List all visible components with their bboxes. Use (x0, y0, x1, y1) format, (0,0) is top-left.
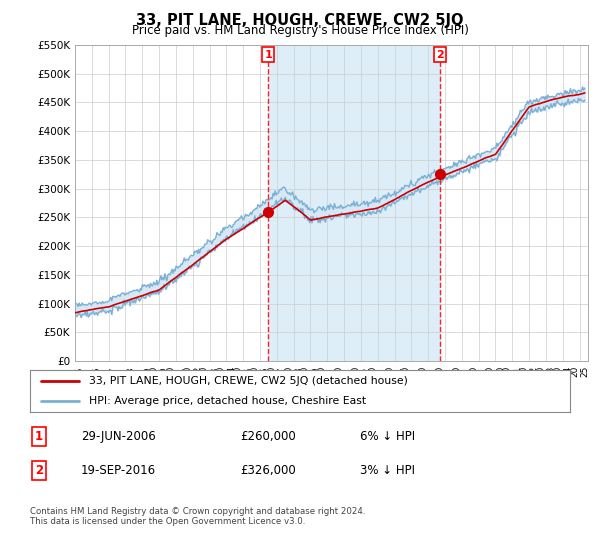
Text: Price paid vs. HM Land Registry's House Price Index (HPI): Price paid vs. HM Land Registry's House … (131, 24, 469, 36)
Bar (268, 45, 440, 361)
Text: 29-JUN-2006: 29-JUN-2006 (81, 430, 156, 444)
Text: 1: 1 (35, 430, 43, 444)
Text: 33, PIT LANE, HOUGH, CREWE, CW2 5JQ (detached house): 33, PIT LANE, HOUGH, CREWE, CW2 5JQ (det… (89, 376, 408, 386)
Text: 19-SEP-2016: 19-SEP-2016 (81, 464, 156, 477)
Text: 6% ↓ HPI: 6% ↓ HPI (360, 430, 415, 444)
Text: 3% ↓ HPI: 3% ↓ HPI (360, 464, 415, 477)
Text: HPI: Average price, detached house, Cheshire East: HPI: Average price, detached house, Ches… (89, 396, 367, 406)
Text: £326,000: £326,000 (240, 464, 296, 477)
Text: 33, PIT LANE, HOUGH, CREWE, CW2 5JQ: 33, PIT LANE, HOUGH, CREWE, CW2 5JQ (136, 13, 464, 28)
Text: £260,000: £260,000 (240, 430, 296, 444)
Text: Contains HM Land Registry data © Crown copyright and database right 2024.
This d: Contains HM Land Registry data © Crown c… (30, 507, 365, 526)
Text: 1: 1 (265, 49, 272, 59)
Text: 2: 2 (35, 464, 43, 477)
Text: 2: 2 (436, 49, 444, 59)
